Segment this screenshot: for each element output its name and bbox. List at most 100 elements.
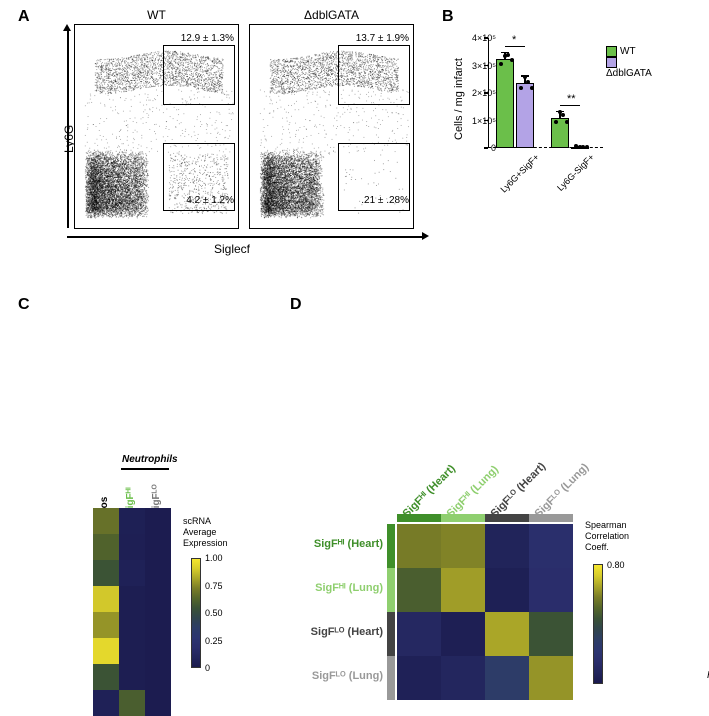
colorbar-d-tick: 0.80 [607,560,625,570]
colorbar-d [593,564,603,684]
gate-bottom-label: 4.2 ± 1.2% [186,195,234,206]
heatmap-cell [145,586,171,612]
gate-top-label: 12.9 ± 1.3% [181,33,234,44]
heatmap-d-cell [397,524,441,568]
colorbar-title: scRNA Average Expression [183,516,228,548]
heatmap-cell [145,638,171,664]
heatmap-d-cell [485,568,529,612]
bar-y-label: Cells / mg infarct [453,58,465,140]
gate-bottom-label: .21 ± .28% [361,195,409,206]
heatmap-d-cell [485,612,529,656]
data-point [530,86,534,90]
heatmap-d-cell [397,568,441,612]
bar-x-label: Ly6G-SigF+ [543,152,596,205]
heatmap-cell [93,638,119,664]
colorbar-tick: 0.75 [205,581,223,591]
legend-label: WT [620,46,636,57]
scatter-title: WT [74,8,239,22]
panel-a-label: A [18,8,30,26]
panel-b-label: B [442,8,454,26]
heatmap-d-cell [529,568,573,612]
data-point [585,145,589,149]
colorbar-tick: 0.25 [205,636,223,646]
heatmap-cell [93,690,119,716]
axis-x-label: Siglecf [214,242,250,256]
bar [516,83,534,148]
heatmap-cell [93,534,119,560]
heatmap-row-label: Prg2 [696,592,709,603]
heatmap-cell [145,690,171,716]
row-track [387,568,395,612]
legend-label: ΔdblGATA [606,68,652,79]
gate-top [163,45,235,105]
colorbar-d-title: Spearman Correlation Coeff. [585,520,629,552]
data-point [510,58,514,62]
legend: WT ΔdblGATA [606,46,652,79]
sig-star: * [512,34,516,46]
neutrophils-line [121,468,169,470]
ytick-mark [484,92,488,94]
row-track [387,612,395,656]
heatmap-cell [145,534,171,560]
heatmap-cell [119,690,145,716]
heatmap-row-label: Prg3 [696,618,709,629]
bar [496,59,514,148]
heatmap-cell [145,612,171,638]
heatmap-cell [119,664,145,690]
legend-item-wt: WT [606,46,652,57]
heatmap-row-label: Epx [696,644,709,655]
heatmap-cell [119,612,145,638]
colorbar-tick: 1.00 [205,553,223,563]
sig-line [560,105,580,107]
legend-item-dbl: ΔdblGATA [606,57,652,79]
ytick-mark [484,120,488,122]
heatmap-d-row-label: SigFᴴᴵ (Heart) [302,538,383,550]
ytick-mark [484,147,488,149]
heatmap-row-label: Ear1 [696,514,709,525]
colorbar-tick: 0.50 [205,608,223,618]
heatmap-d-cell [485,656,529,700]
heatmap-d-cell [529,612,573,656]
heatmap-cell [93,508,119,534]
data-point [519,86,523,90]
heatmap-cell [93,586,119,612]
data-point [561,113,565,117]
sig-line [505,46,525,48]
heatmap-d-cell [441,568,485,612]
heatmap-d-cell [397,612,441,656]
sig-star: ** [567,93,576,105]
ytick-mark [484,37,488,39]
colorbar-tick: 0 [205,663,210,673]
heatmap-cell [145,508,171,534]
heatmap-cell [119,638,145,664]
panel-d-label: D [290,296,302,314]
heatmap-cell [119,508,145,534]
x-axis-arrow [422,232,429,240]
row-track [387,524,395,568]
heatmap-cell [119,534,145,560]
gate-top [338,45,410,105]
heatmap-d-row-label: SigFᴴᴵ (Lung) [302,582,383,594]
heatmap-d-cell [397,656,441,700]
scatter-plot: 13.7 ± 1.9%.21 ± .28% [249,24,414,229]
heatmap-cell [119,586,145,612]
y-axis-line [67,28,69,228]
ytick-mark [484,65,488,67]
data-point [523,75,527,79]
heatmap-d-cell [529,524,573,568]
heatmap-d-row-label: SigFᴸᴼ (Heart) [302,626,383,638]
heatmap-row-label: Ear2 [696,540,709,551]
heatmap-d-cell [441,524,485,568]
data-point [506,53,510,57]
heatmap-cell [93,560,119,586]
scatter-container: WT12.9 ± 1.3%4.2 ± 1.2%ΔdblGATA13.7 ± 1.… [74,8,424,229]
x-axis-line [67,236,422,238]
heatmap-cell [145,560,171,586]
heatmap-row-label: Siglecf [696,696,709,707]
heatmap-cell [93,612,119,638]
row-track [387,656,395,700]
heatmap-d-cell [529,656,573,700]
data-point [554,120,558,124]
data-point [565,120,569,124]
heatmap-cell [145,664,171,690]
